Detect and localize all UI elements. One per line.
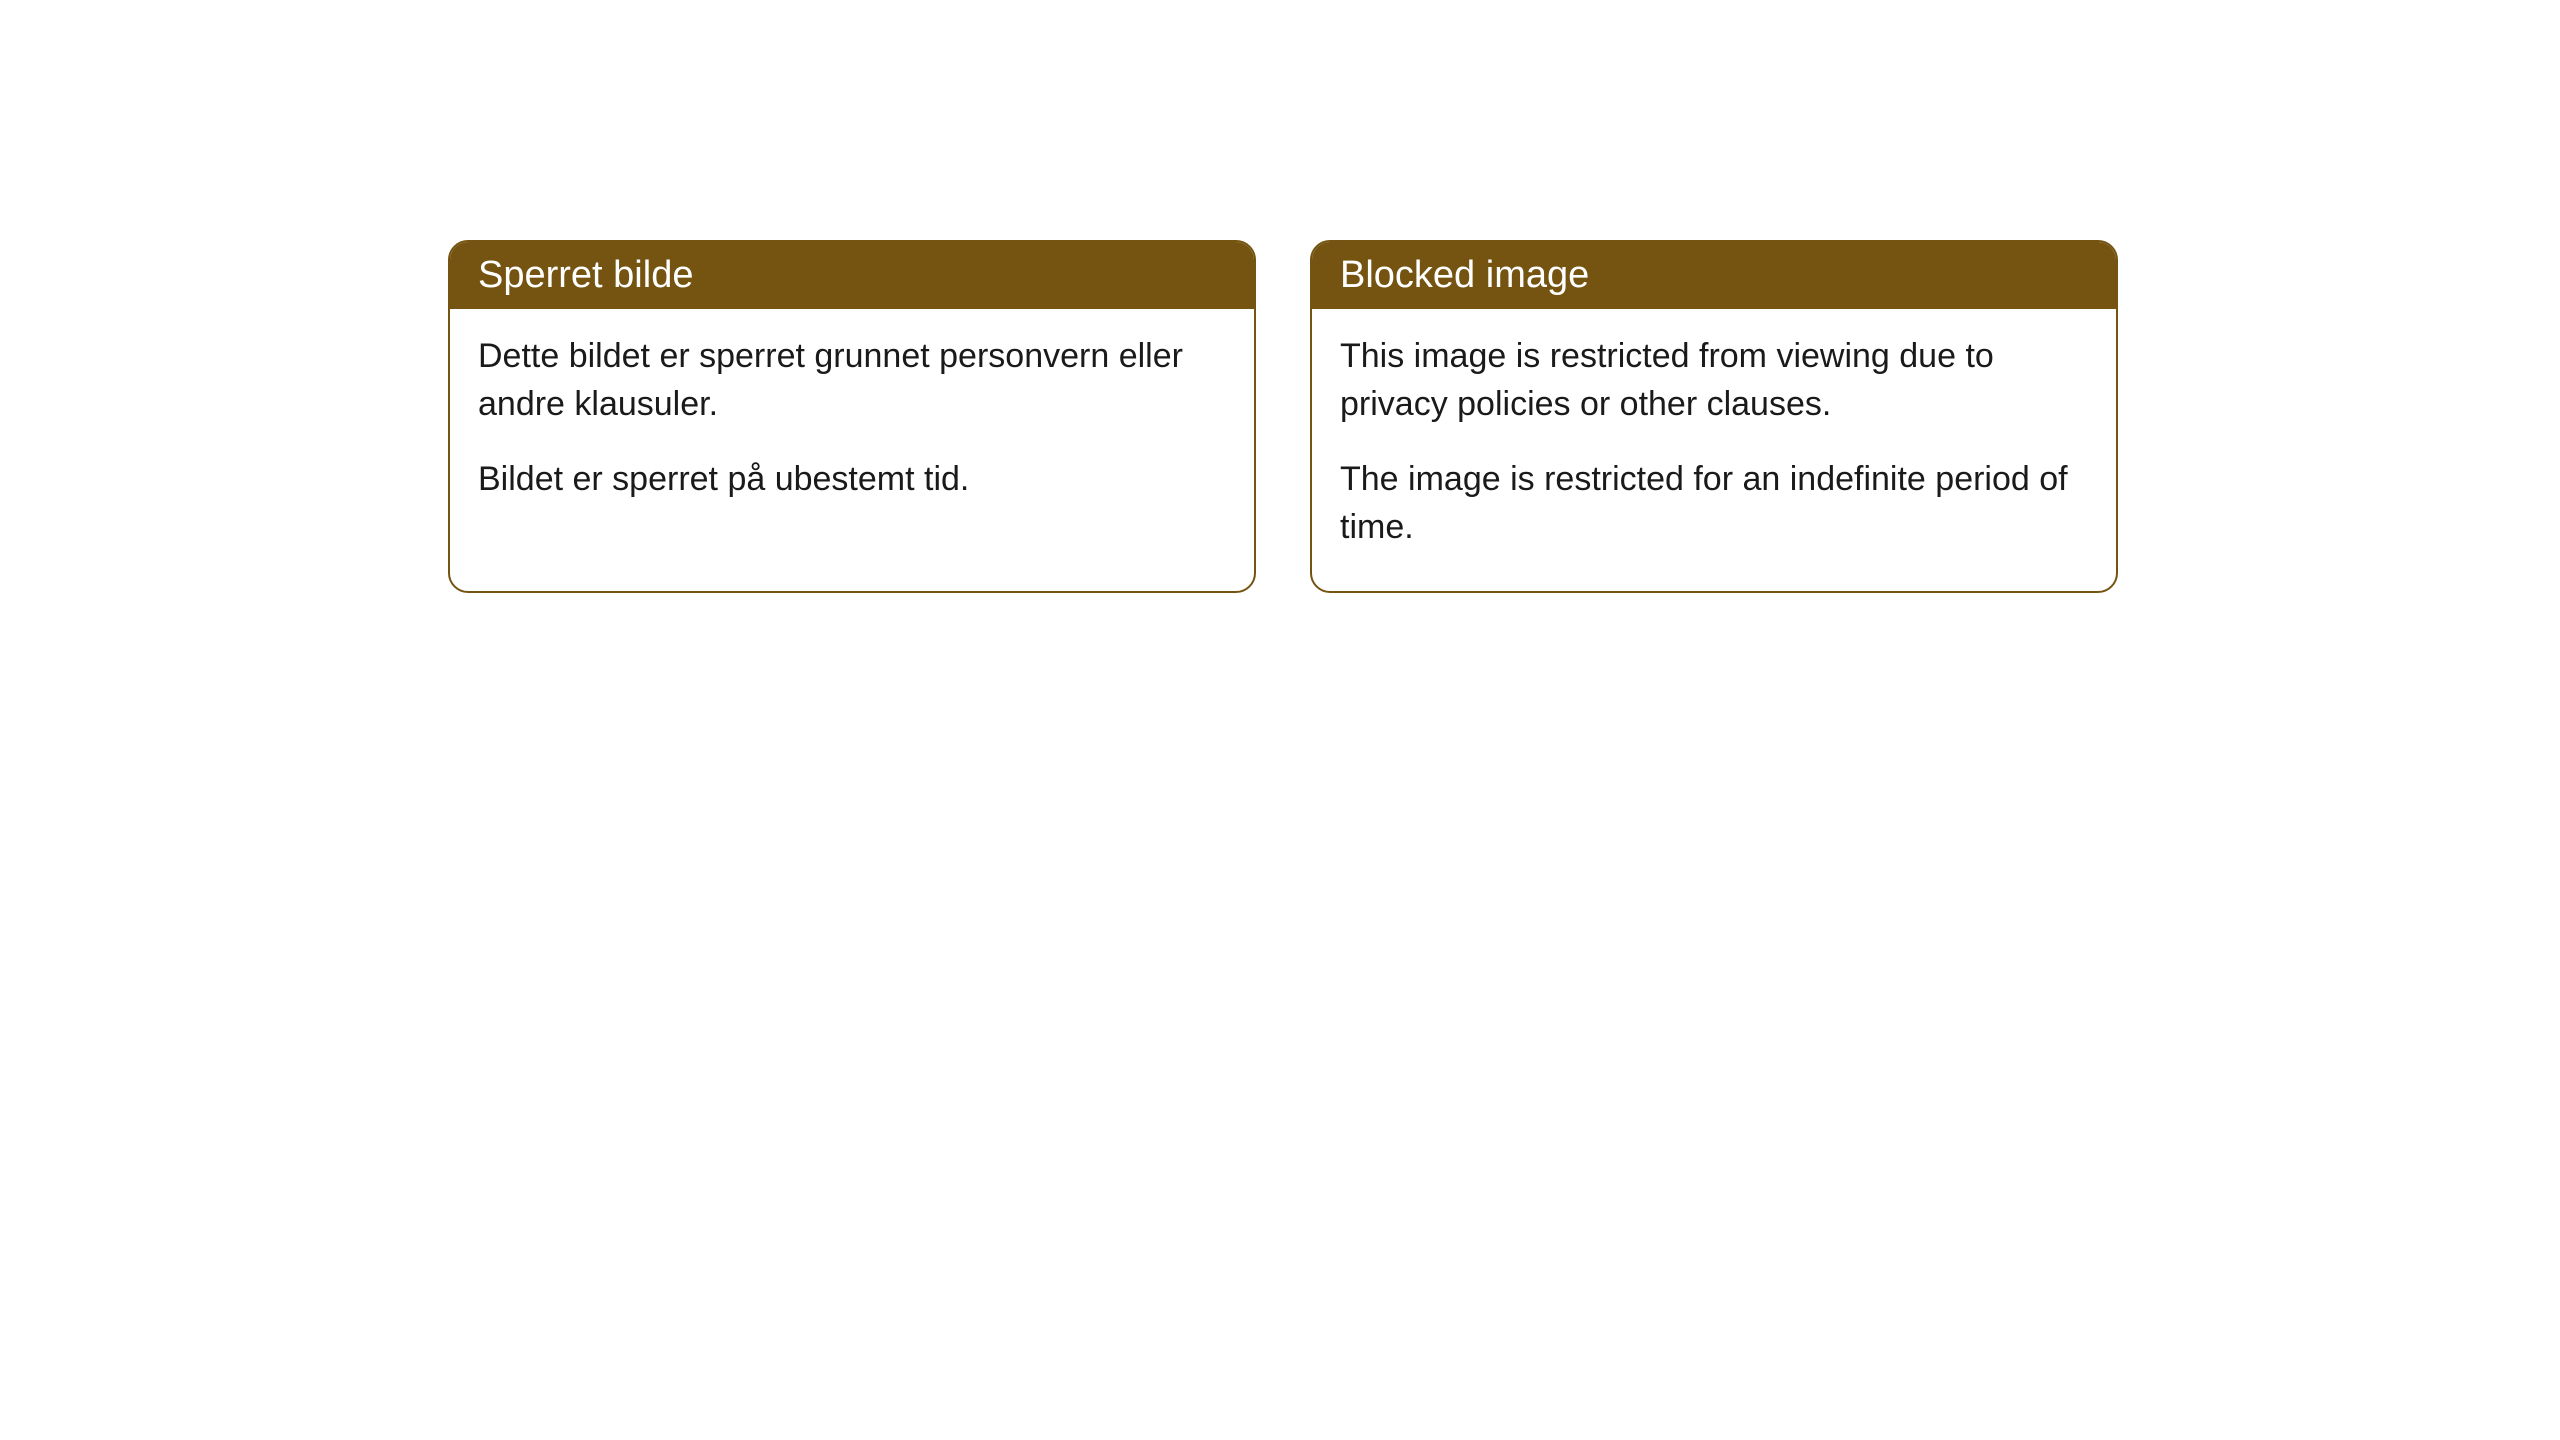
card-paragraph-2-english: The image is restricted for an indefinit…: [1340, 456, 2088, 551]
card-paragraph-2-norwegian: Bildet er sperret på ubestemt tid.: [478, 456, 1226, 504]
cards-container: Sperret bilde Dette bildet er sperret gr…: [448, 240, 2118, 593]
card-norwegian: Sperret bilde Dette bildet er sperret gr…: [448, 240, 1256, 593]
card-title-norwegian: Sperret bilde: [478, 254, 693, 296]
card-english: Blocked image This image is restricted f…: [1310, 240, 2118, 593]
card-header-english: Blocked image: [1312, 242, 2116, 309]
card-body-norwegian: Dette bildet er sperret grunnet personve…: [450, 309, 1254, 544]
card-paragraph-1-norwegian: Dette bildet er sperret grunnet personve…: [478, 333, 1226, 428]
card-title-english: Blocked image: [1340, 254, 1589, 296]
card-paragraph-1-english: This image is restricted from viewing du…: [1340, 333, 2088, 428]
card-body-english: This image is restricted from viewing du…: [1312, 309, 2116, 591]
card-header-norwegian: Sperret bilde: [450, 242, 1254, 309]
